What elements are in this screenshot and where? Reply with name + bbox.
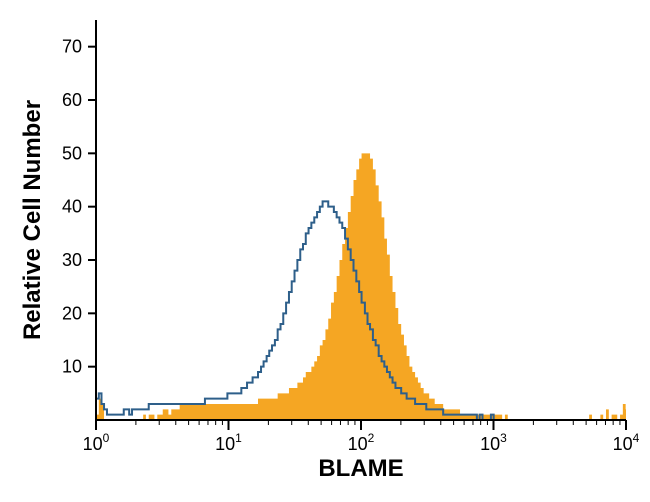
y-axis-label: Relative Cell Number: [19, 100, 46, 340]
y-tick-label: 50: [62, 143, 82, 163]
x-tick-label: 101: [215, 431, 242, 454]
y-tick-label: 40: [62, 197, 82, 217]
x-axis-label: BLAME: [318, 455, 403, 482]
x-tick-label: 103: [480, 431, 507, 454]
y-tick-label: 10: [62, 357, 82, 377]
x-tick-label: 104: [613, 431, 640, 454]
y-tick-label: 60: [62, 90, 82, 110]
chart-svg: 10 20 30 40 50 60 70 100 101 102 103 104 BLAME Relati…: [0, 0, 650, 502]
x-tick-label: 102: [348, 431, 375, 454]
y-tick-label: 30: [62, 250, 82, 270]
y-tick-label: 70: [62, 37, 82, 57]
y-tick-label: 20: [62, 303, 82, 323]
flow-cytometry-chart: 10 20 30 40 50 60 70 100 101 102 103 104 BLAME Relati…: [0, 0, 650, 502]
filled-series: [96, 153, 626, 420]
x-tick-label: 100: [83, 431, 110, 454]
